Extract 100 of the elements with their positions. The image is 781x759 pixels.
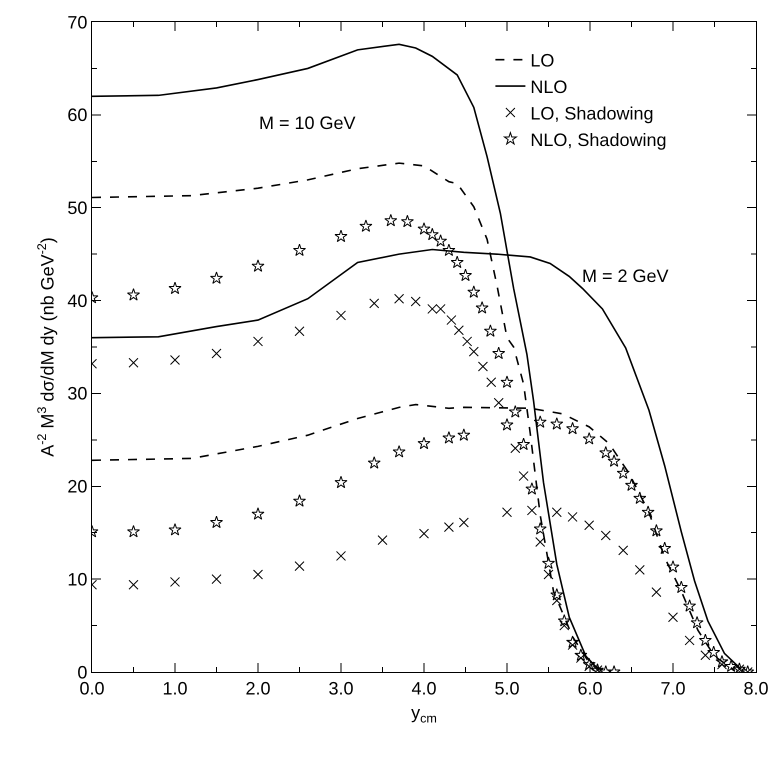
point	[253, 336, 263, 346]
y-tick-label: 20	[67, 476, 88, 497]
point	[517, 438, 530, 450]
point	[359, 219, 372, 232]
point	[500, 418, 514, 431]
x-tick-label: 5.0	[494, 678, 520, 699]
point	[715, 654, 728, 668]
point	[618, 545, 628, 556]
point	[212, 348, 222, 358]
point	[566, 422, 580, 434]
point	[700, 650, 710, 660]
point	[486, 377, 496, 388]
point	[633, 492, 646, 504]
point	[468, 346, 479, 357]
point	[683, 599, 696, 612]
point	[568, 512, 578, 522]
point	[698, 634, 712, 646]
point	[253, 570, 263, 580]
y-tick-label: 50	[67, 198, 88, 218]
y-tick-label: 10	[67, 569, 88, 590]
legend-label: LO, Shadowing	[530, 104, 654, 124]
point	[494, 398, 504, 408]
point	[535, 537, 546, 547]
point	[510, 443, 520, 454]
point	[394, 294, 404, 304]
point	[336, 310, 346, 320]
point	[666, 560, 680, 573]
point	[418, 436, 430, 450]
point	[492, 346, 506, 360]
point	[210, 516, 223, 528]
point	[168, 282, 182, 294]
point	[558, 614, 571, 627]
point	[170, 355, 180, 365]
point	[446, 315, 456, 326]
y-tick-label: 30	[67, 384, 88, 404]
point	[168, 523, 182, 536]
point	[508, 405, 522, 418]
point	[293, 494, 306, 507]
point	[674, 580, 688, 594]
point	[252, 259, 264, 272]
point	[668, 612, 678, 622]
point	[690, 616, 704, 628]
x-tick-label: 6.0	[577, 678, 603, 699]
point	[608, 454, 621, 467]
point	[566, 635, 580, 648]
point	[378, 535, 388, 546]
point	[384, 214, 398, 226]
point	[368, 456, 381, 469]
point	[500, 375, 514, 388]
point	[559, 620, 570, 631]
annotation: M = 2 GeV	[582, 266, 669, 286]
point	[526, 505, 537, 516]
x-tick-label: 7.0	[660, 678, 686, 699]
point	[293, 244, 306, 256]
point	[484, 324, 497, 337]
point	[684, 635, 695, 646]
x-tick-label: 4.0	[411, 678, 437, 699]
point	[410, 296, 421, 306]
point	[419, 528, 429, 539]
point	[518, 471, 529, 482]
point	[625, 478, 638, 491]
point	[334, 230, 348, 242]
point	[582, 432, 596, 445]
point	[525, 482, 538, 495]
point	[418, 222, 430, 235]
point	[502, 507, 512, 518]
point	[568, 640, 578, 650]
point	[552, 507, 562, 518]
point	[716, 660, 727, 670]
point	[534, 522, 547, 535]
point	[210, 271, 223, 284]
point	[584, 520, 594, 530]
point	[576, 653, 586, 664]
point	[462, 336, 472, 346]
point	[252, 507, 264, 520]
point	[442, 244, 456, 256]
point	[724, 660, 738, 672]
point	[582, 658, 596, 670]
point	[294, 561, 304, 572]
annotation: M = 10 GeV	[259, 113, 356, 133]
point	[450, 256, 464, 268]
point	[457, 428, 470, 441]
y-tick-label: 70	[67, 12, 88, 32]
point	[574, 648, 588, 661]
legend-label: LO	[530, 50, 554, 71]
point	[170, 576, 180, 587]
point	[369, 298, 380, 308]
point	[478, 362, 488, 372]
x-axis-title: y$_{cm}$	[411, 702, 437, 726]
point	[600, 530, 611, 540]
legend-label: NLO	[530, 77, 568, 98]
x-tick-label: 1.0	[162, 678, 188, 699]
point	[459, 268, 472, 282]
point	[336, 550, 346, 561]
point	[334, 476, 348, 488]
x-tick-label: 8.0	[743, 678, 769, 699]
point	[442, 431, 456, 444]
point	[544, 570, 554, 580]
point	[599, 446, 612, 458]
point	[454, 325, 464, 336]
